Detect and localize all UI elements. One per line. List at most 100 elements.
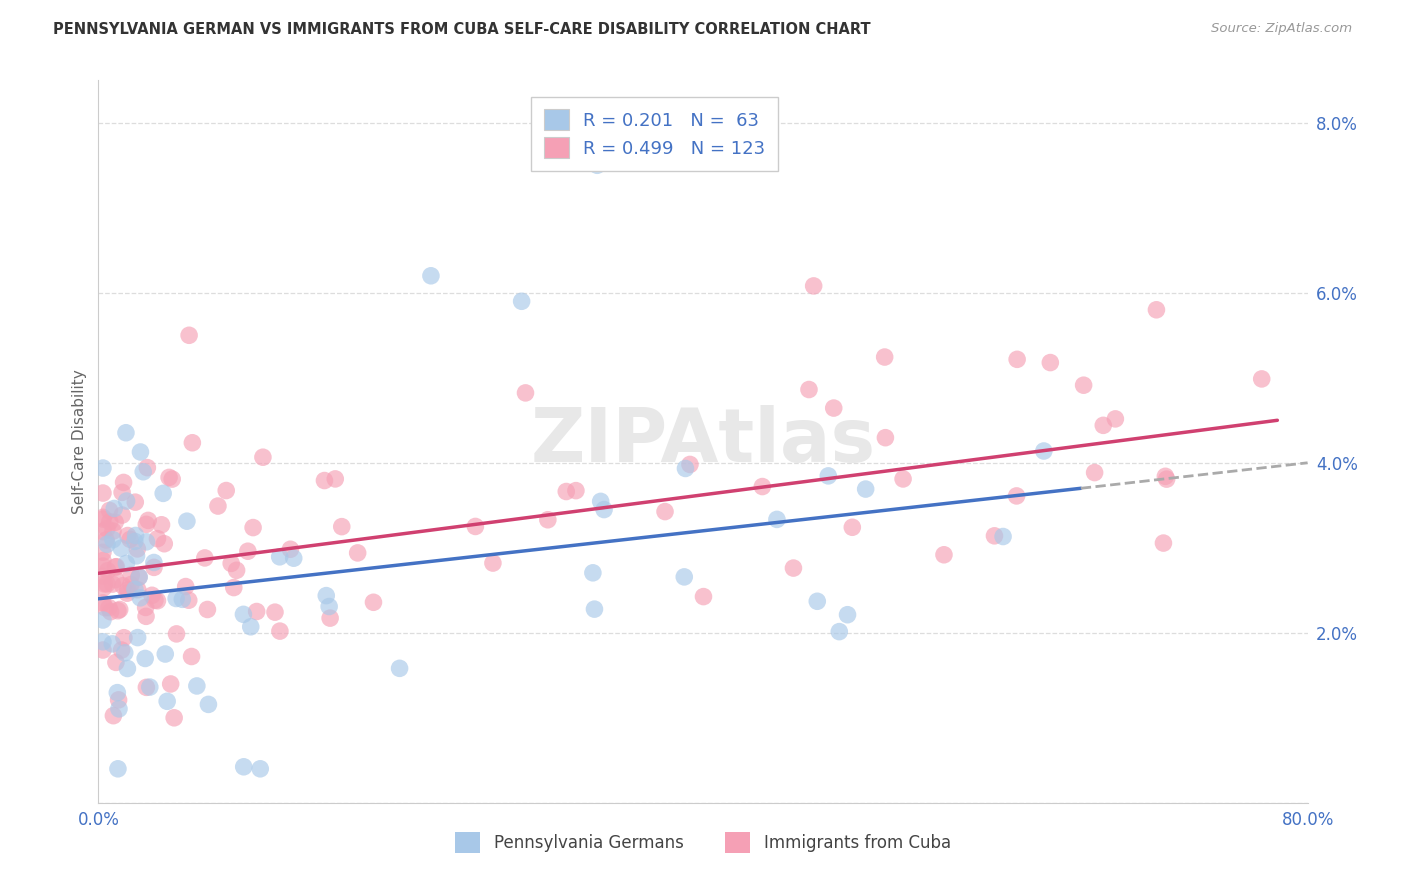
Point bbox=[515, 385, 537, 400]
Point bbox=[91, 553, 114, 567]
Point bbox=[280, 542, 302, 557]
Point bbox=[105, 559, 128, 574]
Point bbox=[125, 549, 148, 563]
Point bbox=[100, 605, 122, 619]
Point bbox=[172, 592, 194, 607]
Point bbox=[110, 541, 132, 556]
Point bbox=[104, 560, 127, 574]
Point bbox=[146, 593, 169, 607]
Point bbox=[146, 532, 169, 546]
Point bbox=[232, 607, 254, 622]
Point bbox=[129, 445, 152, 459]
Point bbox=[855, 482, 877, 496]
Point bbox=[124, 495, 146, 509]
Legend: Pennsylvania Germans, Immigrants from Cuba: Pennsylvania Germans, Immigrants from Cu… bbox=[449, 826, 957, 860]
Point bbox=[117, 582, 139, 597]
Point bbox=[388, 661, 411, 675]
Point bbox=[1154, 469, 1177, 483]
Point bbox=[91, 510, 114, 524]
Point bbox=[873, 350, 896, 364]
Point bbox=[127, 582, 149, 597]
Point bbox=[96, 577, 118, 591]
Point bbox=[179, 328, 201, 343]
Point bbox=[186, 679, 208, 693]
Point bbox=[136, 513, 159, 527]
Point bbox=[105, 685, 128, 699]
Point bbox=[94, 600, 117, 615]
Point bbox=[115, 586, 138, 600]
Point bbox=[98, 515, 121, 529]
Point bbox=[101, 524, 124, 538]
Point bbox=[98, 503, 121, 517]
Point bbox=[98, 600, 121, 615]
Point bbox=[111, 485, 134, 500]
Point bbox=[782, 561, 804, 575]
Point bbox=[841, 520, 863, 534]
Point bbox=[91, 524, 114, 539]
Point bbox=[107, 762, 129, 776]
Point bbox=[91, 512, 114, 526]
Point bbox=[242, 520, 264, 534]
Point bbox=[115, 494, 138, 508]
Point bbox=[96, 522, 118, 536]
Point bbox=[420, 268, 443, 283]
Point bbox=[751, 479, 773, 493]
Point bbox=[97, 564, 120, 578]
Point bbox=[252, 450, 274, 465]
Point bbox=[675, 461, 697, 475]
Point bbox=[103, 708, 125, 723]
Point bbox=[797, 383, 820, 397]
Point bbox=[319, 611, 342, 625]
Point bbox=[101, 533, 124, 547]
Text: ZIPAtlas: ZIPAtlas bbox=[530, 405, 876, 478]
Point bbox=[875, 431, 897, 445]
Point bbox=[156, 694, 179, 708]
Point bbox=[236, 544, 259, 558]
Point bbox=[91, 643, 114, 657]
Point bbox=[103, 501, 125, 516]
Point bbox=[269, 549, 291, 564]
Point bbox=[264, 605, 287, 619]
Point bbox=[181, 435, 204, 450]
Point bbox=[166, 627, 188, 641]
Point bbox=[135, 681, 157, 695]
Point bbox=[94, 533, 117, 547]
Point bbox=[510, 294, 533, 309]
Point bbox=[180, 649, 202, 664]
Point bbox=[150, 517, 173, 532]
Point bbox=[673, 570, 696, 584]
Point bbox=[104, 515, 127, 529]
Text: Source: ZipAtlas.com: Source: ZipAtlas.com bbox=[1212, 22, 1353, 36]
Point bbox=[1250, 372, 1272, 386]
Point bbox=[91, 486, 114, 500]
Text: PENNSYLVANIA GERMAN VS IMMIGRANTS FROM CUBA SELF-CARE DISABILITY CORRELATION CHA: PENNSYLVANIA GERMAN VS IMMIGRANTS FROM C… bbox=[53, 22, 872, 37]
Point bbox=[1144, 302, 1167, 317]
Point bbox=[225, 563, 247, 577]
Point bbox=[120, 577, 142, 591]
Point bbox=[91, 596, 114, 610]
Point bbox=[314, 474, 336, 488]
Point bbox=[143, 560, 166, 574]
Point bbox=[197, 602, 219, 616]
Point bbox=[128, 570, 150, 584]
Point bbox=[152, 486, 174, 500]
Point bbox=[127, 631, 149, 645]
Point bbox=[136, 460, 159, 475]
Point bbox=[142, 556, 165, 570]
Point bbox=[766, 512, 789, 526]
Point bbox=[91, 635, 114, 649]
Point bbox=[197, 698, 219, 712]
Point bbox=[159, 677, 181, 691]
Point bbox=[817, 468, 839, 483]
Point bbox=[1156, 472, 1178, 486]
Point bbox=[155, 647, 177, 661]
Point bbox=[1152, 536, 1174, 550]
Point bbox=[101, 577, 124, 591]
Point bbox=[207, 499, 229, 513]
Point bbox=[582, 566, 605, 580]
Point bbox=[346, 546, 368, 560]
Point bbox=[120, 568, 142, 582]
Point bbox=[108, 602, 131, 616]
Point bbox=[163, 711, 186, 725]
Point bbox=[589, 494, 612, 508]
